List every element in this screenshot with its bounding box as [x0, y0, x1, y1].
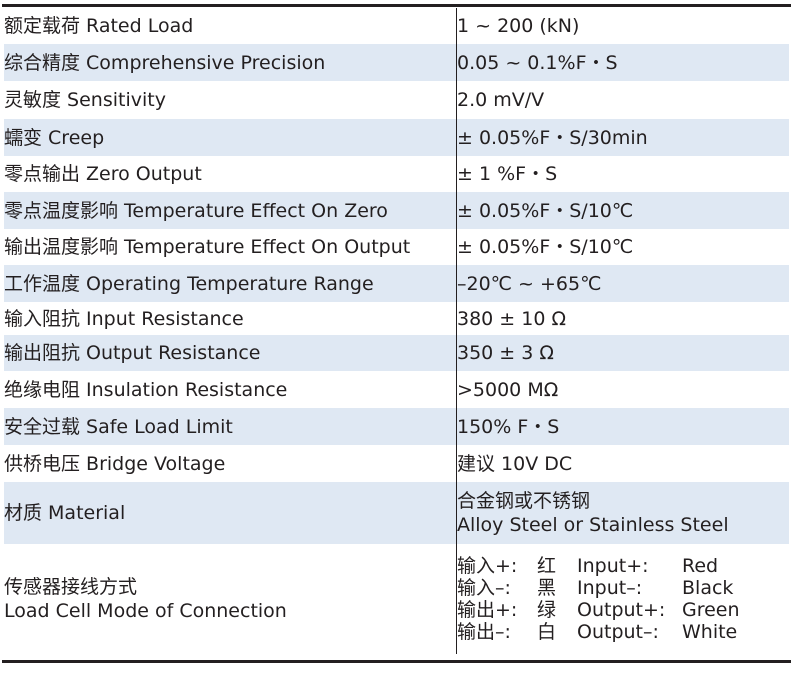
spec-label: 工作温度 Operating Temperature Range	[4, 265, 457, 302]
spec-value: 2.0 mV/V	[457, 89, 545, 111]
spec-row-temperature-effect-on-zero: 零点温度影响 Temperature Effect On Zero ± 0.05…	[4, 192, 789, 229]
spec-label: 零点输出 Zero Output	[4, 156, 457, 192]
spec-row-comprehensive-precision: 综合精度 Comprehensive Precision 0.05 ~ 0.1%…	[4, 44, 789, 81]
wire-terminal-en: Output–:	[577, 621, 659, 643]
wire-color-en: Green	[682, 599, 740, 621]
material-value: 合金钢或不锈钢 Alloy Steel or Stainless Steel	[456, 482, 789, 544]
wire-terminal-cn: 输出–:	[457, 621, 511, 643]
wire-color-en: White	[682, 621, 738, 643]
spec-row-safe-load-limit: 安全过载 Safe Load Limit 150% F・S	[4, 408, 789, 445]
wire-terminal-en: Input–:	[577, 577, 643, 599]
spec-label: 绝缘电阻 Insulation Resistance	[4, 371, 457, 408]
spec-value: 0.05 ~ 0.1%F・S	[456, 44, 789, 81]
spec-label: 供桥电压 Bridge Voltage	[4, 445, 457, 482]
spec-value: 1 ~ 200 (kN)	[457, 15, 580, 37]
spec-label: 蠕变 Creep	[4, 119, 457, 156]
spec-row-insulation-resistance: 绝缘电阻 Insulation Resistance >5000 MΩ	[4, 371, 789, 408]
spec-label: 输出温度影响 Temperature Effect On Output	[4, 229, 457, 265]
spec-row-output-resistance: 输出阻抗 Output Resistance 350 ± 3 Ω	[4, 335, 789, 371]
spec-label: 输出阻抗 Output Resistance	[4, 335, 457, 371]
wire-color-cn: 红	[537, 555, 557, 577]
material-value-cn: 合金钢或不锈钢	[457, 490, 591, 512]
spec-value: ± 0.05%F・S/30min	[456, 119, 789, 156]
spec-value: 150% F・S	[456, 408, 789, 445]
spec-row-connection: 传感器接线方式 Load Cell Mode of Connection 输入+…	[4, 544, 789, 654]
spec-value: ± 0.05%F・S/10℃	[457, 236, 634, 258]
wire-color-en: Black	[682, 577, 734, 599]
spec-value: ± 1 %F・S	[457, 163, 558, 185]
spec-label: 输入阻抗 Input Resistance	[4, 302, 457, 335]
spec-row-rated-load: 额定载荷 Rated Load 1 ~ 200 (kN)	[4, 8, 789, 44]
connection-label-en: Load Cell Mode of Connection	[4, 600, 287, 622]
spec-label: 安全过载 Safe Load Limit	[4, 408, 457, 445]
spec-value: 350 ± 3 Ω	[456, 335, 789, 371]
spec-value: 380 ± 10 Ω	[457, 307, 566, 330]
spec-row-sensitivity: 灵敏度 Sensitivity 2.0 mV/V	[4, 81, 789, 119]
wiring-legend: 输入+: 红 Input+: Red 输入–: 黑 Input–: Black …	[457, 544, 790, 654]
bottom-rule	[2, 660, 791, 663]
spec-value: >5000 MΩ	[457, 378, 559, 401]
wire-terminal-en: Output+:	[577, 599, 666, 621]
wire-color-cn: 黑	[537, 577, 557, 599]
specifications-table: 额定载荷 Rated Load 1 ~ 200 (kN) 综合精度 Compre…	[4, 8, 789, 654]
connection-label-cn: 传感器接线方式	[4, 576, 138, 598]
spec-value: 建议 10V DC	[457, 452, 573, 475]
spec-value: –20℃ ~ +65℃	[456, 265, 789, 302]
spec-value: ± 0.05%F・S/10℃	[456, 192, 789, 229]
spec-row-creep: 蠕变 Creep ± 0.05%F・S/30min	[4, 119, 789, 156]
spec-row-temperature-effect-on-output: 输出温度影响 Temperature Effect On Output ± 0.…	[4, 229, 789, 265]
material-value-en: Alloy Steel or Stainless Steel	[457, 514, 729, 536]
spec-row-material: 材质 Material 合金钢或不锈钢 Alloy Steel or Stain…	[4, 482, 789, 544]
wire-terminal-cn: 输出+:	[457, 599, 518, 621]
spec-label: 额定载荷 Rated Load	[4, 8, 457, 44]
wire-color-cn: 绿	[537, 599, 557, 621]
connection-label: 传感器接线方式 Load Cell Mode of Connection	[4, 544, 457, 654]
wire-color-cn: 白	[537, 621, 557, 643]
spec-row-operating-temperature: 工作温度 Operating Temperature Range –20℃ ~ …	[4, 265, 789, 302]
wire-terminal-cn: 输入+:	[457, 555, 518, 577]
spec-row-zero-output: 零点输出 Zero Output ± 1 %F・S	[4, 156, 789, 192]
top-rule	[2, 4, 791, 7]
wire-terminal-en: Input+:	[577, 555, 649, 577]
spec-label: 材质 Material	[4, 482, 457, 544]
wire-color-en: Red	[682, 555, 719, 577]
spec-row-input-resistance: 输入阻抗 Input Resistance 380 ± 10 Ω	[4, 302, 789, 335]
spec-label: 零点温度影响 Temperature Effect On Zero	[4, 192, 457, 229]
wire-terminal-cn: 输入–:	[457, 577, 511, 599]
spec-row-bridge-voltage: 供桥电压 Bridge Voltage 建议 10V DC	[4, 445, 789, 482]
spec-label: 综合精度 Comprehensive Precision	[4, 44, 457, 81]
spec-label: 灵敏度 Sensitivity	[4, 81, 457, 119]
